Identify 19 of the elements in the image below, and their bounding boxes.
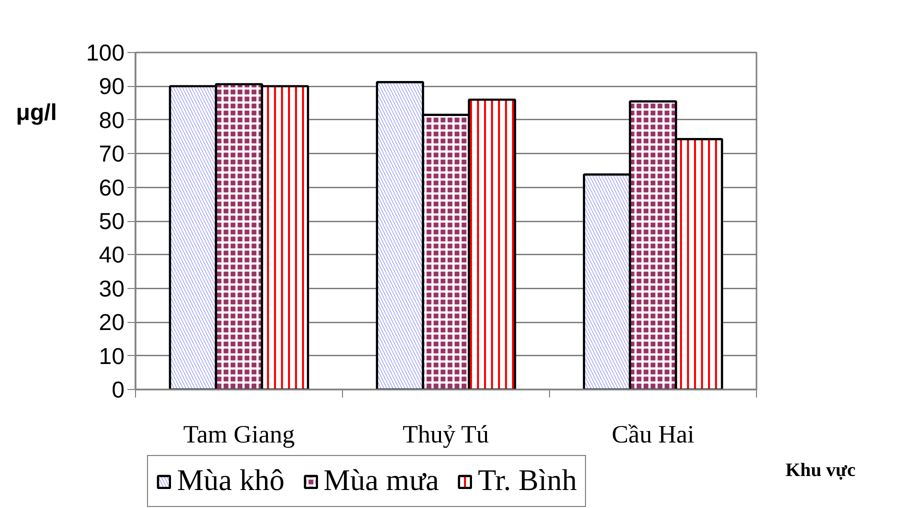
legend-label: Mùa mưa xyxy=(324,464,439,498)
y-tick-label: 0 xyxy=(112,376,125,402)
x-tick-label: Thuỷ Tú xyxy=(402,422,490,448)
y-tick-label: 40 xyxy=(98,242,125,268)
y-tick-label: 50 xyxy=(98,208,125,234)
y-tick-label: 80 xyxy=(98,106,125,133)
y-tick-label: 30 xyxy=(98,275,125,302)
y-tick-label: 100 xyxy=(86,40,124,66)
y-tick-label: 10 xyxy=(98,342,125,369)
y-tick-label: 90 xyxy=(98,73,125,100)
x-tick-label: Cầu Hai xyxy=(612,422,694,448)
y-tick-label: 20 xyxy=(98,309,125,336)
y-tick-label: 60 xyxy=(98,174,125,200)
y-axis-title: μg/l xyxy=(16,99,57,126)
legend-label: Tr. Bình xyxy=(478,464,577,498)
y-tick-label: 70 xyxy=(98,140,125,167)
x-tick-label: Tam Giang xyxy=(183,422,296,448)
x-axis-title: Khu vực xyxy=(786,460,856,481)
legend-label: Mùa khô xyxy=(177,464,284,498)
